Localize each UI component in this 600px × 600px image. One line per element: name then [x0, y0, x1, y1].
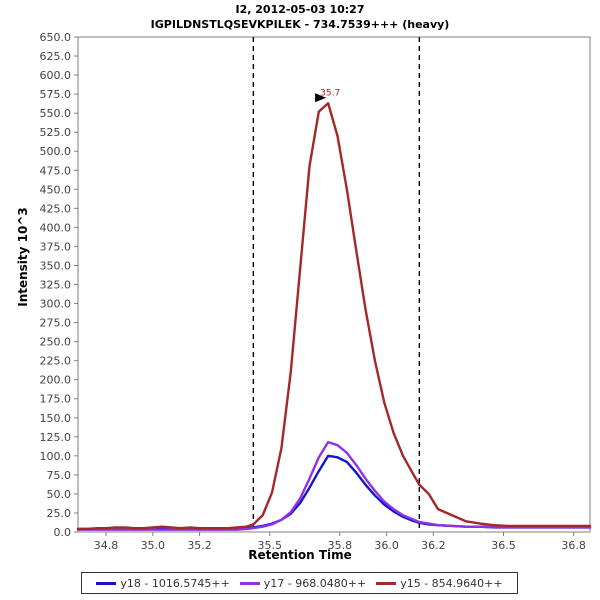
svg-text:375.0: 375.0: [40, 240, 72, 253]
svg-text:275.0: 275.0: [40, 317, 72, 330]
svg-text:36.0: 36.0: [374, 539, 399, 552]
legend-label-y15: y15 - 854.9640++: [400, 576, 503, 590]
svg-text:50.0: 50.0: [47, 488, 72, 501]
series-line-y17[interactable]: [76, 440, 592, 531]
chart-title: I2, 2012-05-03 10:27 IGPILDNSTLQSEVKPILE…: [0, 2, 600, 32]
svg-text:225.0: 225.0: [40, 355, 72, 368]
svg-text:650.0: 650.0: [40, 31, 72, 44]
legend-item-y15[interactable]: y15 - 854.9640++: [376, 576, 503, 590]
svg-text:475.0: 475.0: [40, 164, 72, 177]
peak-apex-marker[interactable]: [315, 93, 327, 103]
svg-text:325.0: 325.0: [40, 279, 72, 292]
svg-text:35.2: 35.2: [187, 539, 212, 552]
legend-swatch-y17: [239, 581, 260, 585]
svg-text:125.0: 125.0: [40, 431, 72, 444]
svg-text:34.8: 34.8: [94, 539, 119, 552]
svg-text:425.0: 425.0: [40, 202, 72, 215]
svg-text:36.8: 36.8: [561, 539, 586, 552]
svg-text:35.0: 35.0: [141, 539, 166, 552]
svg-text:300.0: 300.0: [40, 298, 72, 311]
chart-title-line1: I2, 2012-05-03 10:27: [235, 3, 365, 16]
legend-item-y18[interactable]: y18 - 1016.5745++: [96, 576, 230, 590]
chart-title-line2: IGPILDNSTLQSEVKPILEK - 734.7539+++ (heav…: [150, 18, 450, 31]
svg-text:350.0: 350.0: [40, 259, 72, 272]
svg-text:36.2: 36.2: [421, 539, 446, 552]
legend-label-y17: y17 - 968.0480++: [263, 576, 367, 590]
svg-text:550.0: 550.0: [40, 107, 72, 120]
x-axis-label: Retention Time: [248, 548, 352, 562]
legend-swatch-y15: [376, 581, 397, 585]
svg-text:35.8: 35.8: [328, 539, 353, 552]
svg-text:25.0: 25.0: [47, 507, 72, 520]
svg-text:175.0: 175.0: [40, 393, 72, 406]
svg-text:0.0: 0.0: [54, 526, 72, 539]
peak-annotation[interactable]: 35.7: [315, 88, 340, 103]
svg-text:200.0: 200.0: [40, 374, 72, 387]
svg-text:250.0: 250.0: [40, 336, 72, 349]
integration-boundary-lines: [252, 37, 421, 532]
legend: y18 - 1016.5745++ y17 - 968.0480++ y15 -…: [81, 572, 518, 594]
peak-apex-label: 35.7: [320, 88, 340, 98]
svg-text:450.0: 450.0: [40, 183, 72, 196]
svg-text:150.0: 150.0: [40, 412, 72, 425]
legend-label-y18: y18 - 1016.5745++: [120, 576, 230, 590]
svg-text:400.0: 400.0: [40, 221, 72, 234]
series-line-y15[interactable]: [76, 102, 592, 531]
svg-text:36.5: 36.5: [491, 539, 516, 552]
x-axis-ticks: 34.8 35.0 35.2 35.5 35.8 36.0 36.2 36.5 36.8: [94, 532, 586, 552]
legend-item-y17[interactable]: y17 - 968.0480++: [239, 576, 367, 590]
svg-text:100.0: 100.0: [40, 450, 72, 463]
series-lines: [76, 102, 592, 531]
svg-text:75.0: 75.0: [47, 469, 72, 482]
legend-swatch-y18: [96, 581, 117, 585]
svg-text:600.0: 600.0: [40, 69, 72, 82]
svg-text:525.0: 525.0: [40, 126, 72, 139]
svg-text:575.0: 575.0: [40, 88, 72, 101]
svg-text:500.0: 500.0: [40, 145, 72, 158]
y-axis-ticks: 0.0 25.0 50.0 75.0 100.0 125.0 150.0 175.0 200.0…: [40, 31, 78, 539]
svg-text:625.0: 625.0: [40, 50, 72, 63]
svg-text:35.5: 35.5: [257, 539, 282, 552]
